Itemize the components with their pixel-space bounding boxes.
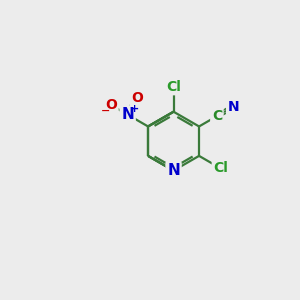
Text: Cl: Cl: [213, 161, 228, 176]
Text: O: O: [131, 91, 143, 105]
Text: Cl: Cl: [166, 80, 181, 94]
Text: −: −: [101, 106, 110, 116]
Text: +: +: [130, 104, 139, 114]
Text: N: N: [167, 163, 180, 178]
Text: N: N: [228, 100, 239, 114]
Text: O: O: [105, 98, 117, 112]
Text: C: C: [212, 109, 222, 123]
Text: N: N: [121, 107, 134, 122]
